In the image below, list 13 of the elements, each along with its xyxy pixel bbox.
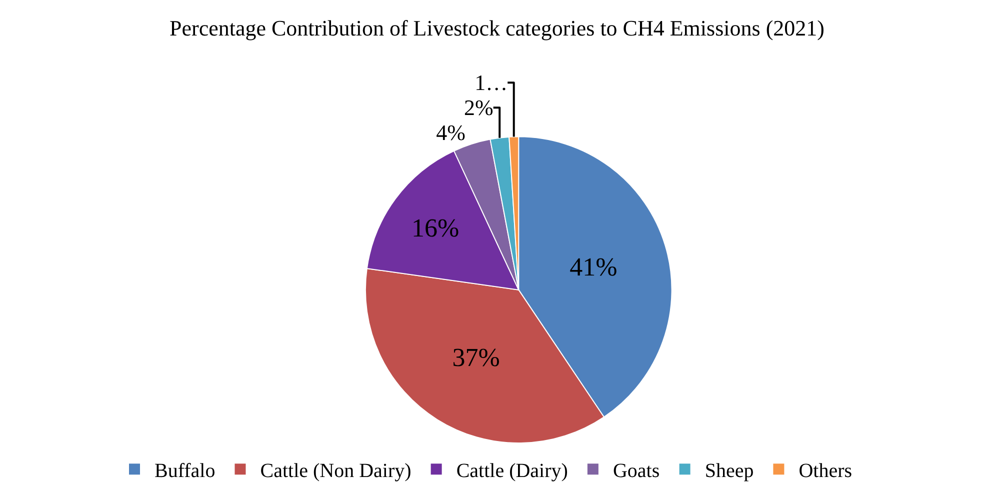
data-label: 16% bbox=[411, 214, 460, 243]
data-label: 37% bbox=[452, 343, 500, 372]
data-label: 4% bbox=[436, 120, 466, 146]
data-label: 41% bbox=[570, 252, 618, 282]
data-label: 1… bbox=[474, 70, 508, 96]
legend-label: Goats bbox=[612, 460, 660, 482]
legend-label: Cattle (Non Dairy) bbox=[260, 460, 412, 482]
legend-label: Buffalo bbox=[154, 460, 216, 482]
data-label: 2% bbox=[464, 95, 494, 120]
legend-label: Sheep bbox=[704, 460, 754, 482]
chart-title: Percentage Contribution of Livestock categories to CH4 Emissions (2021) bbox=[170, 15, 824, 40]
legend-label: Others bbox=[798, 460, 852, 482]
legend-label: Cattle (Dairy) bbox=[456, 460, 568, 482]
